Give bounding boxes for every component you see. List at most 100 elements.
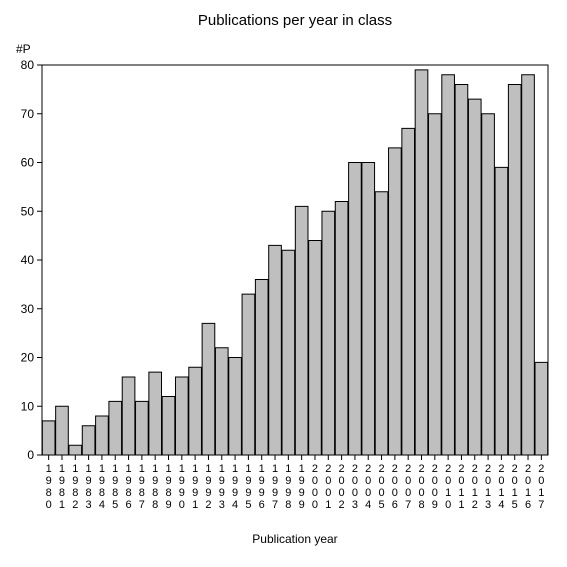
x-tick-label: 1 [525, 487, 531, 499]
x-tick-label: 3 [485, 499, 491, 511]
x-tick-label: 5 [245, 499, 251, 511]
x-tick-label: 1 [59, 499, 65, 511]
x-tick-label: 0 [312, 499, 318, 511]
x-tick-label: 4 [365, 499, 371, 511]
bar [136, 401, 149, 455]
x-tick-label: 1 [125, 463, 131, 475]
x-tick-label: 2 [205, 499, 211, 511]
x-tick-label: 0 [352, 487, 358, 499]
bar [82, 426, 95, 455]
x-tick-label: 6 [259, 499, 265, 511]
x-tick-label: 8 [99, 487, 105, 499]
x-tick-label: 6 [525, 499, 531, 511]
x-tick-label: 2 [445, 463, 451, 475]
x-tick-label: 2 [365, 463, 371, 475]
x-tick-label: 1 [458, 487, 464, 499]
bar [242, 294, 255, 455]
x-tick-label: 4 [232, 499, 238, 511]
chart-title: Publications per year in class [198, 12, 392, 29]
x-tick-label: 8 [165, 487, 171, 499]
x-tick-label: 0 [445, 499, 451, 511]
bar [508, 85, 521, 456]
x-tick-label: 0 [392, 487, 398, 499]
x-tick-label: 1 [219, 463, 225, 475]
x-tick-label: 2 [538, 463, 544, 475]
x-tick-label: 0 [445, 475, 451, 487]
x-tick-label: 7 [405, 499, 411, 511]
x-tick-label: 0 [525, 475, 531, 487]
x-tick-label: 2 [418, 463, 424, 475]
y-tick-label: 80 [21, 58, 35, 72]
x-tick-label: 9 [205, 475, 211, 487]
y-tick-label: 0 [27, 448, 34, 462]
x-tick-label: 9 [219, 487, 225, 499]
x-tick-label: 3 [219, 499, 225, 511]
x-tick-label: 5 [512, 499, 518, 511]
x-tick-label: 2 [378, 463, 384, 475]
y-tick-label: 30 [21, 302, 35, 316]
x-tick-label: 2 [472, 499, 478, 511]
publications-chart: Publications per year in class#P01020304… [0, 0, 567, 567]
x-tick-label: 9 [152, 475, 158, 487]
x-tick-label: 1 [472, 487, 478, 499]
x-tick-label: 4 [99, 499, 105, 511]
x-tick-label: 0 [312, 475, 318, 487]
x-tick-label: 1 [498, 487, 504, 499]
x-tick-label: 1 [139, 463, 145, 475]
bar [149, 372, 162, 455]
bar [455, 85, 468, 456]
x-tick-label: 0 [352, 475, 358, 487]
x-tick-label: 9 [179, 475, 185, 487]
chart-svg: Publications per year in class#P01020304… [0, 0, 567, 567]
x-tick-label: 8 [72, 487, 78, 499]
bar [309, 241, 322, 456]
x-tick-label: 7 [538, 499, 544, 511]
x-tick-label: 8 [139, 487, 145, 499]
bar [522, 75, 535, 455]
x-tick-label: 1 [205, 463, 211, 475]
x-tick-label: 2 [339, 499, 345, 511]
x-tick-label: 9 [232, 487, 238, 499]
x-tick-label: 9 [179, 487, 185, 499]
x-tick-label: 9 [299, 475, 305, 487]
x-tick-label: 0 [472, 475, 478, 487]
x-tick-label: 2 [352, 463, 358, 475]
x-tick-label: 9 [192, 487, 198, 499]
x-tick-label: 0 [512, 475, 518, 487]
x-tick-label: 8 [46, 487, 52, 499]
x-tick-label: 0 [418, 475, 424, 487]
x-tick-label: 1 [245, 463, 251, 475]
bar [56, 406, 69, 455]
x-tick-label: 9 [46, 475, 52, 487]
x-tick-label: 8 [59, 487, 65, 499]
x-tick-label: 9 [86, 475, 92, 487]
bar [229, 358, 242, 456]
y-tick-label: 20 [21, 351, 35, 365]
x-tick-label: 0 [325, 487, 331, 499]
bar [482, 114, 495, 455]
x-tick-label: 1 [179, 463, 185, 475]
x-tick-label: 0 [179, 499, 185, 511]
x-tick-label: 1 [192, 499, 198, 511]
x-tick-label: 8 [86, 487, 92, 499]
bar [162, 397, 175, 456]
x-tick-label: 2 [325, 463, 331, 475]
x-tick-label: 1 [112, 463, 118, 475]
bar [389, 148, 402, 455]
x-tick-label: 9 [139, 475, 145, 487]
x-tick-label: 0 [458, 475, 464, 487]
x-tick-label: 9 [245, 475, 251, 487]
x-tick-label: 1 [272, 463, 278, 475]
x-tick-label: 1 [485, 487, 491, 499]
x-tick-label: 1 [458, 499, 464, 511]
x-tick-label: 0 [498, 475, 504, 487]
x-tick-label: 2 [405, 463, 411, 475]
x-tick-label: 0 [432, 487, 438, 499]
x-tick-label: 9 [112, 475, 118, 487]
y-tick-label: 60 [21, 156, 35, 170]
x-tick-label: 9 [285, 475, 291, 487]
x-tick-label: 0 [405, 475, 411, 487]
x-tick-label: 0 [325, 475, 331, 487]
bar [495, 167, 508, 455]
x-tick-label: 8 [125, 487, 131, 499]
